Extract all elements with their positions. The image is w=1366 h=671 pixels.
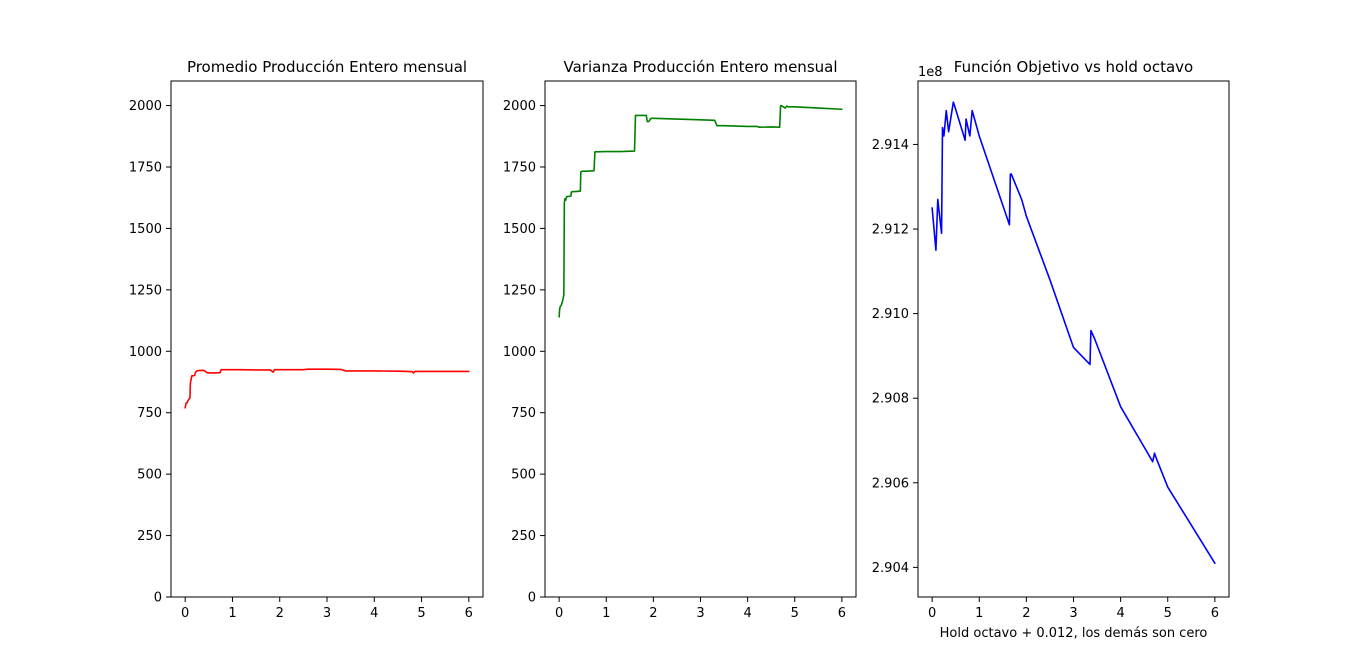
chart-title: Función Objetivo vs hold octavo (954, 58, 1193, 76)
y-tick-label: 1500 (503, 222, 536, 237)
x-tick-label: 1 (228, 606, 236, 621)
x-tick-label: 6 (465, 606, 473, 621)
y-tick-label: 250 (137, 529, 162, 544)
axes-frame (544, 80, 857, 598)
x-axis-label: Hold octavo + 0.012, los demás son cero (940, 626, 1208, 641)
y-tick-label: 1250 (503, 283, 536, 298)
x-tick-label: 4 (370, 606, 378, 621)
x-tick-label: 6 (1211, 606, 1219, 621)
x-tick-label: 1 (975, 606, 983, 621)
x-tick-label: 2 (649, 606, 657, 621)
x-tick-label: 3 (696, 606, 704, 621)
y-tick-label: 2000 (129, 99, 162, 114)
y-tick-label: 2.912 (872, 223, 909, 238)
y-tick-label: 2000 (503, 99, 536, 114)
x-tick-label: 6 (838, 606, 846, 621)
x-tick-label: 4 (743, 606, 751, 621)
x-tick-label: 5 (791, 606, 799, 621)
x-tick-label: 1 (602, 606, 610, 621)
x-tick-label: 0 (555, 606, 563, 621)
series-line-promedio (184, 368, 470, 409)
x-tick-label: 3 (1069, 606, 1077, 621)
y-tick-label: 0 (154, 591, 162, 606)
y-tick-label: 750 (137, 406, 162, 421)
x-tick-label: 4 (1116, 606, 1124, 621)
y-tick-label: 2.908 (872, 392, 909, 407)
x-tick-label: 2 (1022, 606, 1030, 621)
axis-offset-label: 1e8 (918, 65, 943, 80)
x-tick-label: 5 (1164, 606, 1172, 621)
y-tick-label: 1000 (503, 345, 536, 360)
y-tick-label: 2.904 (872, 561, 909, 576)
y-tick-label: 1000 (129, 345, 162, 360)
y-tick-label: 500 (511, 468, 536, 483)
axes-frame (917, 80, 1230, 598)
chart-title: Promedio Producción Entero mensual (187, 58, 467, 76)
chart-title: Varianza Producción Entero mensual (564, 58, 838, 76)
y-tick-label: 1750 (503, 161, 536, 176)
y-tick-label: 1250 (129, 283, 162, 298)
subplot-funcion-objetivo: Función Objetivo vs hold octavo 1e8 0 1 2 3 4 5… (872, 58, 1230, 641)
axes-frame (170, 80, 484, 598)
y-tick-label: 2.910 (872, 307, 909, 322)
x-tick-label: 3 (323, 606, 331, 621)
x-tick-label: 5 (417, 606, 425, 621)
y-tick-label: 250 (511, 529, 536, 544)
x-tick-label: 0 (928, 606, 936, 621)
subplot-promedio: Promedio Producción Entero mensual 0 1 2 3 4 5… (129, 58, 484, 621)
series-line-funcion-objetivo (931, 101, 1216, 564)
y-tick-label: 2.906 (872, 476, 909, 491)
y-tick-label: 1750 (129, 161, 162, 176)
y-tick-label: 1500 (129, 222, 162, 237)
series-line-varianza (558, 104, 843, 318)
x-tick-label: 0 (181, 606, 189, 621)
y-tick-label: 0 (528, 591, 536, 606)
y-tick-label: 2.914 (872, 138, 909, 153)
y-tick-label: 750 (511, 406, 536, 421)
y-tick-label: 500 (137, 468, 162, 483)
subplot-varianza: Varianza Producción Entero mensual 0 1 2 3 4 5… (503, 58, 857, 621)
x-tick-label: 2 (276, 606, 284, 621)
